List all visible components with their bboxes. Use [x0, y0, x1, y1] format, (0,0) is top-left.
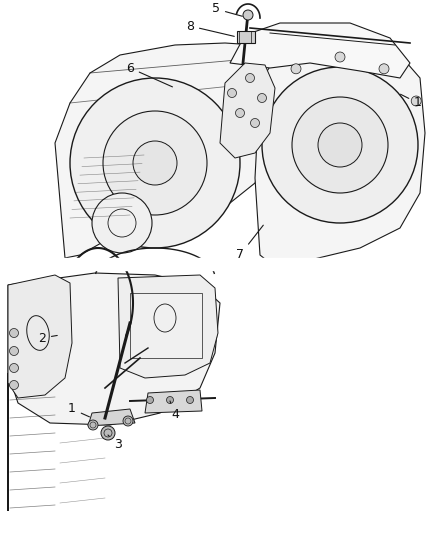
- Circle shape: [262, 67, 418, 223]
- Text: 4: 4: [170, 401, 179, 422]
- Circle shape: [166, 397, 173, 403]
- Text: 5: 5: [212, 3, 242, 17]
- Circle shape: [259, 96, 269, 106]
- Circle shape: [187, 397, 194, 403]
- Polygon shape: [145, 390, 202, 413]
- Polygon shape: [8, 273, 220, 511]
- Circle shape: [246, 74, 254, 83]
- Polygon shape: [230, 23, 410, 78]
- Circle shape: [335, 52, 345, 62]
- Text: 6: 6: [126, 61, 173, 87]
- Polygon shape: [220, 63, 275, 158]
- Text: 7: 7: [236, 225, 263, 262]
- Circle shape: [123, 416, 133, 426]
- Polygon shape: [8, 275, 72, 398]
- Bar: [130, 293, 202, 358]
- Circle shape: [133, 141, 177, 185]
- Polygon shape: [88, 409, 135, 426]
- Circle shape: [10, 364, 18, 373]
- Text: 3: 3: [108, 435, 122, 451]
- Circle shape: [318, 123, 362, 167]
- Circle shape: [103, 111, 207, 215]
- Text: 1: 1: [400, 94, 422, 109]
- Text: 8: 8: [186, 20, 234, 36]
- Circle shape: [10, 346, 18, 356]
- Circle shape: [291, 64, 301, 74]
- Circle shape: [101, 426, 115, 440]
- Circle shape: [10, 328, 18, 337]
- Circle shape: [88, 420, 98, 430]
- Circle shape: [243, 10, 253, 20]
- Circle shape: [10, 381, 18, 390]
- Circle shape: [227, 88, 237, 98]
- Circle shape: [92, 193, 152, 253]
- Circle shape: [379, 64, 389, 74]
- Circle shape: [236, 109, 244, 117]
- Circle shape: [292, 97, 388, 193]
- FancyBboxPatch shape: [237, 31, 255, 43]
- Circle shape: [251, 118, 259, 127]
- Circle shape: [258, 93, 266, 102]
- Circle shape: [146, 397, 153, 403]
- Circle shape: [411, 96, 421, 106]
- Text: 2: 2: [38, 332, 57, 344]
- Circle shape: [70, 78, 240, 248]
- Polygon shape: [118, 275, 218, 378]
- Text: 1: 1: [68, 402, 89, 417]
- Polygon shape: [255, 43, 425, 263]
- Polygon shape: [55, 43, 270, 258]
